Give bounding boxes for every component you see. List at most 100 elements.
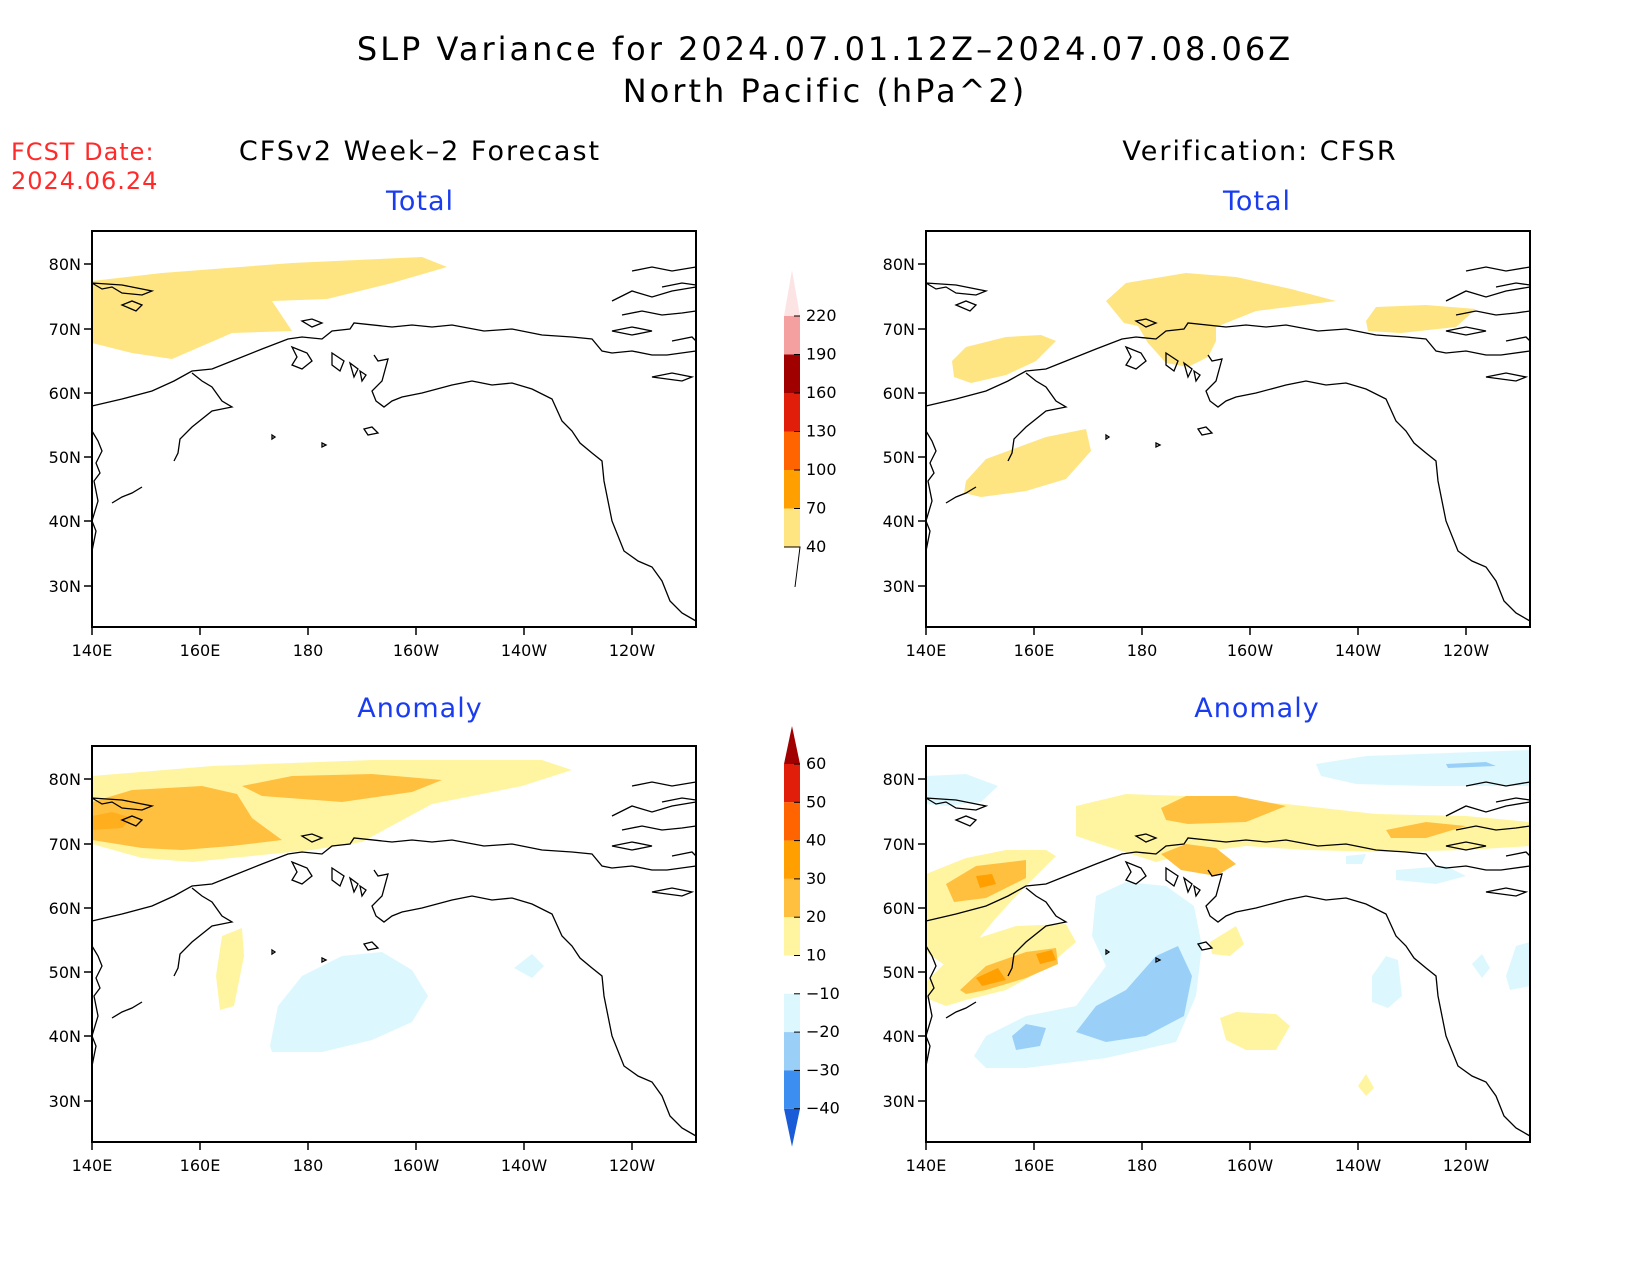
coastline-segment — [290, 860, 313, 885]
coastline-segment — [631, 781, 697, 787]
coastline — [91, 266, 697, 622]
coastline-segment — [631, 266, 697, 272]
lat-tick-label: 80N — [883, 770, 915, 789]
coastline-segment — [91, 797, 155, 811]
colorbar-total-label: 70 — [806, 499, 826, 518]
colorbar-anomaly-bin — [784, 840, 800, 879]
lon-tick-label: 180 — [1127, 1156, 1158, 1175]
coastline-segment — [371, 354, 697, 622]
colorbar-anomaly-label: 10 — [806, 946, 826, 965]
colorbar-anomaly-label: 20 — [806, 907, 826, 926]
lat-tick-label: 80N — [883, 255, 915, 274]
lon-tick-label: 160E — [180, 1156, 221, 1175]
coastline-segment — [661, 282, 697, 288]
lon-tick-label: 160W — [1227, 641, 1274, 660]
coastline-segment — [611, 801, 697, 817]
coastline-segment — [1007, 887, 1068, 977]
lat-tick-label: 60N — [49, 899, 81, 918]
map-verification-total: 140E 160E 180 160W 140W 120W 80N 70N 60N 50N 40N 30… — [883, 230, 1531, 660]
coastline-segment — [1205, 354, 1531, 622]
lat-tick-label: 80N — [49, 770, 81, 789]
lon-tick-label: 140W — [501, 1156, 548, 1175]
coastline-segment — [1007, 372, 1068, 462]
coastline-segment — [1196, 426, 1214, 436]
coastline-segment — [359, 884, 367, 898]
coastline-segment — [925, 945, 937, 1067]
shading-forecast-anomaly — [92, 760, 572, 1052]
colorbar-total-bin — [784, 431, 800, 470]
lat-tick-label: 40N — [49, 1027, 81, 1046]
lon-tick-label: 140E — [72, 1156, 113, 1175]
coastline-segment — [1165, 866, 1179, 888]
panel-frame — [925, 230, 1531, 628]
coastline-segment — [1495, 797, 1531, 803]
coastline-segment — [925, 430, 937, 552]
lat-tick-label: 30N — [883, 1092, 915, 1111]
colorbar-total-bin — [784, 316, 800, 355]
lon-tick-label: 140W — [1335, 1156, 1382, 1175]
coastline-segment — [371, 869, 697, 1137]
lat-tick-label: 30N — [49, 577, 81, 596]
lon-tick-label: 140E — [72, 641, 113, 660]
colorbar-total-bin — [784, 508, 800, 547]
colorbar-total-bin — [784, 354, 800, 393]
lat-tick-label: 40N — [883, 512, 915, 531]
colorbar-total-label: 190 — [806, 345, 837, 364]
coastline — [91, 781, 697, 1137]
fcst-date-label: FCST Date: — [11, 138, 155, 166]
coastline-segment — [91, 945, 103, 1067]
map-forecast-total: 140E 160E 180 160W 140W 120W 80N 70N 60N 50N 40N 30… — [49, 230, 697, 660]
coastline-segment — [945, 486, 977, 504]
colorbar-total-tail — [784, 546, 801, 588]
coastline-segment — [1193, 884, 1201, 898]
colorbar-total-bin — [784, 470, 800, 509]
right-column-title: Verification: CFSR — [1122, 136, 1398, 167]
coastline-segment — [120, 300, 144, 312]
colorbar-total: 220 190 160 130 100 70 40 — [784, 270, 837, 588]
coastline-segment — [1105, 433, 1111, 441]
lon-tick-label: 120W — [1443, 641, 1490, 660]
coastline-segment — [271, 948, 277, 956]
lon-tick-label: 180 — [293, 1156, 324, 1175]
coastline-segment — [925, 282, 989, 296]
colorbar-anomaly-bin — [784, 993, 800, 1033]
panel-title-top-left: Total — [385, 186, 455, 217]
lat-tick-label: 70N — [883, 835, 915, 854]
lat-tick-label: 70N — [49, 320, 81, 339]
lat-tick-label: 70N — [49, 835, 81, 854]
coastline-segment — [1124, 345, 1147, 370]
panel-frame — [91, 745, 697, 1143]
colorbar-anomaly-label: 60 — [806, 754, 826, 773]
colorbar-total-label: 160 — [806, 383, 837, 402]
coastline-segment — [671, 851, 697, 857]
coastline-segment — [271, 433, 277, 441]
lat-tick-label: 40N — [49, 512, 81, 531]
coastline-segment — [348, 876, 359, 894]
coastline-segment — [331, 351, 345, 373]
coastline-segment — [1445, 841, 1487, 851]
coastline-segment — [925, 322, 1531, 407]
map-forecast-anomaly: 140E 160E 180 160W 140W 120W 80N 70N 60N 50N 40N 30… — [49, 745, 697, 1175]
coastline-segment — [1445, 801, 1531, 817]
coastline-segment — [1196, 941, 1214, 951]
coastline-segment — [671, 336, 697, 342]
lat-tick-label: 40N — [883, 1027, 915, 1046]
lon-tick-label: 160W — [393, 641, 440, 660]
coastline-segment — [111, 486, 143, 504]
coastline-segment — [300, 318, 324, 328]
lon-tick-label: 160E — [1014, 1156, 1055, 1175]
coastline-segment — [1505, 851, 1531, 857]
lat-tick-label: 30N — [49, 1092, 81, 1111]
coastline — [925, 781, 1531, 1137]
coastline-segment — [621, 825, 697, 831]
colorbar-anomaly-bin — [784, 764, 800, 803]
shading-forecast-total — [92, 257, 447, 359]
colorbar-total-bin — [784, 393, 800, 432]
colorbar-anomaly-bin — [784, 1070, 800, 1109]
colorbar-anomaly-top-cap — [784, 726, 800, 764]
coastline-segment — [1505, 336, 1531, 342]
coastline-segment — [611, 286, 697, 302]
coastline-segment — [362, 426, 380, 436]
coastline-segment — [1134, 833, 1158, 843]
lon-tick-label: 140E — [906, 1156, 947, 1175]
